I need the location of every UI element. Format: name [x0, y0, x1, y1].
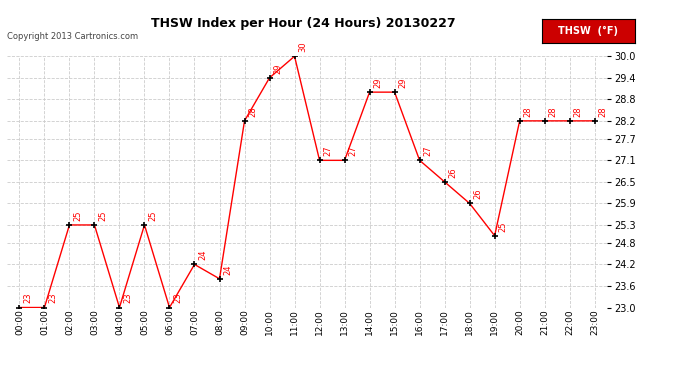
Text: 29: 29 — [374, 78, 383, 88]
Text: THSW Index per Hour (24 Hours) 20130227: THSW Index per Hour (24 Hours) 20130227 — [151, 17, 456, 30]
Text: 24: 24 — [199, 250, 208, 260]
Text: 23: 23 — [174, 293, 183, 303]
Text: 26: 26 — [474, 189, 483, 199]
Text: 25: 25 — [99, 210, 108, 221]
Text: 27: 27 — [324, 146, 333, 156]
Text: THSW  (°F): THSW (°F) — [558, 26, 618, 36]
Text: 25: 25 — [499, 221, 508, 231]
Text: 24: 24 — [224, 264, 233, 274]
Text: Copyright 2013 Cartronics.com: Copyright 2013 Cartronics.com — [7, 32, 138, 41]
Text: 27: 27 — [348, 146, 357, 156]
Text: 28: 28 — [549, 106, 558, 117]
Text: 28: 28 — [524, 106, 533, 117]
Text: 30: 30 — [299, 42, 308, 52]
Text: 23: 23 — [23, 293, 32, 303]
Text: 29: 29 — [399, 78, 408, 88]
Text: 29: 29 — [274, 63, 283, 74]
Text: 23: 23 — [124, 293, 132, 303]
Text: 25: 25 — [74, 210, 83, 221]
Text: 25: 25 — [148, 210, 157, 221]
Text: 23: 23 — [48, 293, 57, 303]
Text: 27: 27 — [424, 146, 433, 156]
Text: 26: 26 — [448, 167, 457, 178]
Text: 28: 28 — [248, 106, 257, 117]
Text: 28: 28 — [599, 106, 608, 117]
Text: 28: 28 — [574, 106, 583, 117]
